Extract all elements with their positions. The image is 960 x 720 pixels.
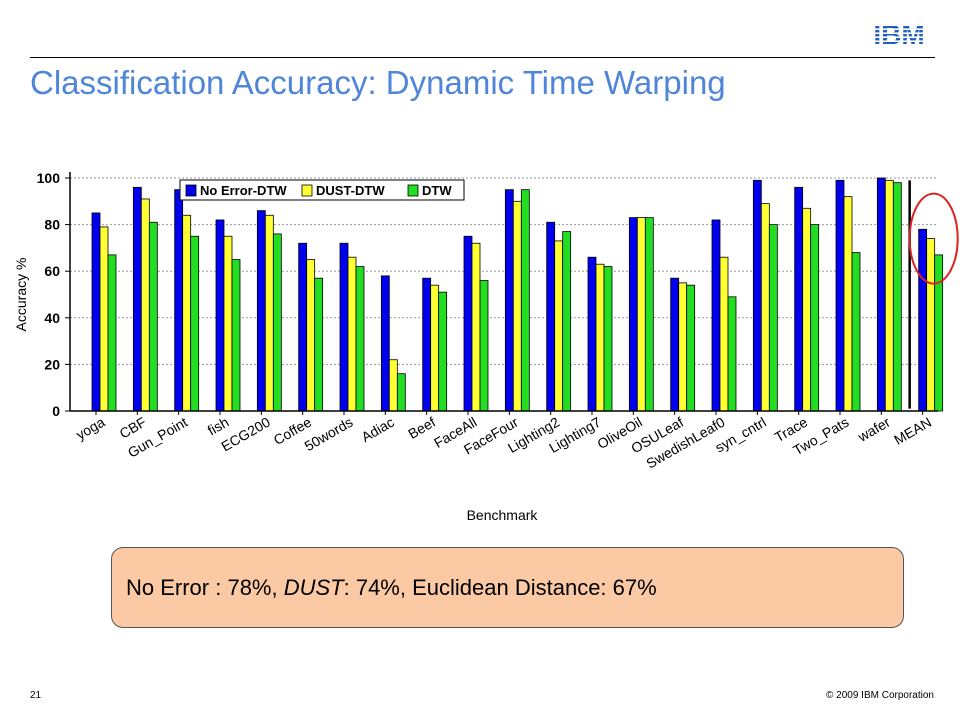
slide-title: Classification Accuracy: Dynamic Time Wa… xyxy=(30,64,726,101)
bar xyxy=(107,254,117,412)
summary-dust-label: DUST xyxy=(283,574,344,600)
y-tick-label: 80 xyxy=(44,217,60,233)
bar xyxy=(876,177,886,412)
legend-swatch xyxy=(185,184,197,197)
bar xyxy=(306,259,316,412)
legend-swatch xyxy=(301,184,313,197)
legend-label: DTW xyxy=(422,183,452,198)
bar xyxy=(298,242,308,412)
bar xyxy=(264,214,274,412)
y-tick-label: 20 xyxy=(44,356,60,372)
bar xyxy=(636,217,646,412)
x-tick-label: Adiac xyxy=(358,414,396,445)
bar xyxy=(471,242,481,412)
summary-callout: No Error : 78%, DUST: 74%, Euclidean Dis… xyxy=(111,547,904,628)
page-number: 21 xyxy=(30,690,42,701)
bar xyxy=(223,235,233,412)
bar xyxy=(430,284,440,412)
summary-no-error: No Error : 78%, xyxy=(126,574,284,600)
summary-text: No Error : 78%, DUST: 74%, Euclidean Dis… xyxy=(126,575,657,601)
bar xyxy=(835,179,845,412)
bar xyxy=(314,277,324,412)
bar xyxy=(182,214,192,412)
ibm-logo-text: IBM xyxy=(873,19,924,48)
bar xyxy=(711,219,721,412)
bar xyxy=(562,231,572,412)
bar xyxy=(587,256,597,412)
bar xyxy=(380,275,390,412)
bar xyxy=(727,296,737,412)
bar xyxy=(934,254,944,412)
bar xyxy=(884,179,894,412)
legend-swatch xyxy=(407,184,419,197)
legend-label: DUST-DTW xyxy=(316,183,385,198)
bar xyxy=(256,210,266,412)
x-tick-label: 50words xyxy=(302,414,356,454)
y-tick-label: 0 xyxy=(52,403,60,419)
bar xyxy=(678,282,688,412)
bar xyxy=(752,179,762,412)
header-rule xyxy=(30,57,935,58)
bar xyxy=(628,217,638,412)
x-tick-label: wafer xyxy=(854,414,893,446)
x-tick-label: yoga xyxy=(73,414,107,443)
bar xyxy=(355,266,365,412)
bar xyxy=(99,226,109,412)
bar xyxy=(388,359,398,412)
bar xyxy=(396,373,406,412)
bar xyxy=(272,233,282,412)
bar xyxy=(546,221,556,412)
y-axis-title: Accuracy % xyxy=(13,258,29,332)
bar xyxy=(719,256,729,412)
bar xyxy=(504,189,514,412)
summary-rest: : 74%, Euclidean Distance: 67% xyxy=(343,574,657,600)
bar xyxy=(926,238,936,412)
bar xyxy=(479,280,489,412)
bar xyxy=(422,277,432,412)
bar xyxy=(595,263,605,412)
bar xyxy=(520,189,530,412)
bar xyxy=(603,266,613,412)
bar xyxy=(794,186,804,412)
bar xyxy=(760,203,770,412)
bar xyxy=(174,189,184,412)
bar xyxy=(438,291,448,412)
bar xyxy=(802,207,812,412)
legend-label: No Error-DTW xyxy=(200,183,287,198)
bar xyxy=(91,212,101,412)
bar xyxy=(339,242,349,412)
x-axis-title: Benchmark xyxy=(467,507,539,523)
bar xyxy=(140,198,150,412)
bar xyxy=(644,217,654,412)
bar xyxy=(347,256,357,412)
y-tick-label: 100 xyxy=(37,170,61,186)
bar xyxy=(810,224,820,412)
bar xyxy=(554,240,564,412)
y-tick-label: 40 xyxy=(44,310,60,326)
bar xyxy=(843,196,853,412)
bar xyxy=(148,221,158,412)
plot-area xyxy=(70,178,938,411)
legend-box xyxy=(179,179,465,201)
bar xyxy=(215,219,225,412)
bar xyxy=(686,284,696,412)
bar xyxy=(512,200,522,412)
ibm-logo: IBM xyxy=(873,19,924,48)
mean-highlight-circle xyxy=(908,192,959,285)
bar xyxy=(892,182,902,412)
bar xyxy=(132,186,142,412)
y-tick-label: 60 xyxy=(44,263,60,279)
bar xyxy=(231,259,241,412)
bar xyxy=(768,224,778,412)
x-tick-label: MEAN xyxy=(891,414,934,448)
bar xyxy=(918,228,928,412)
bar xyxy=(851,252,861,412)
bar xyxy=(670,277,680,412)
bar xyxy=(463,235,473,412)
bar xyxy=(190,235,200,412)
copyright: © 2009 IBM Corporation xyxy=(826,690,934,701)
